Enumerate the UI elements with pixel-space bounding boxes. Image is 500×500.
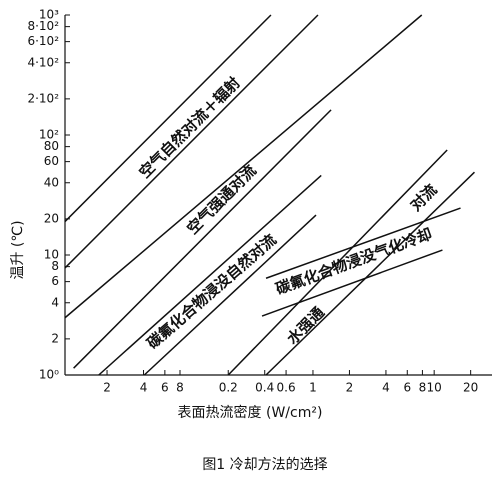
x-tick-label: 2 — [103, 381, 111, 395]
y-tick-label: 40 — [44, 175, 59, 189]
caption: 图1 冷却方法的选择 — [202, 457, 327, 473]
x-tick-label: 1 — [309, 381, 317, 395]
series-line — [261, 249, 443, 317]
x-tick-label: 6 — [403, 381, 411, 395]
x-tick-label: 0.4 — [255, 381, 274, 395]
x-tick-label: 8 — [419, 381, 427, 395]
series-line — [64, 14, 319, 269]
y-tick-label: 4·10² — [27, 55, 59, 69]
y-tick-label: 60 — [44, 154, 59, 168]
y-tick-label: 80 — [44, 139, 59, 153]
y-tick-label: 10² — [39, 128, 59, 142]
x-tick-label: 0.2 — [219, 381, 238, 395]
series-line — [143, 214, 317, 376]
y-tick-label: 10⁰ — [39, 368, 59, 382]
series-line — [64, 14, 423, 319]
x-tick-label: 20 — [463, 381, 478, 395]
y-tick-label: 2·10² — [27, 91, 59, 105]
y-axis-label: 温升 (℃) — [10, 220, 26, 279]
series-line — [64, 14, 272, 223]
y-tick-label: 8·10² — [27, 19, 59, 33]
y-tick-label: 6 — [51, 274, 59, 288]
annotation: 碳氟化合物浸没自然对流 — [143, 231, 279, 353]
annotation: 空气强通对流 — [183, 161, 259, 237]
y-tick-label: 4 — [51, 295, 59, 309]
x-tick-label: 2 — [346, 381, 354, 395]
y-tick-label: 6·10² — [27, 34, 59, 48]
x-tick-label: 4 — [382, 381, 390, 395]
y-tick-label: 8 — [51, 259, 59, 273]
y-tick-label: 10³ — [39, 8, 59, 22]
series-line — [265, 171, 475, 376]
series-line — [73, 109, 332, 369]
y-tick-label: 2 — [51, 331, 59, 345]
x-tick-label: 0.6 — [277, 381, 296, 395]
series-line — [98, 174, 322, 376]
x-tick-label: 4 — [140, 381, 148, 395]
x-tick-label: 8 — [176, 381, 184, 395]
series-line — [227, 149, 448, 376]
annotation: 水强通 — [283, 303, 328, 348]
y-tick-label: 10 — [44, 248, 59, 262]
x-tick-label: 10 — [427, 381, 442, 395]
x-axis-label: 表面热流密度 (W/cm²) — [178, 404, 323, 421]
series-line — [265, 207, 461, 279]
annotation: 空气自然对流＋辐射 — [136, 74, 244, 182]
x-tick-label: 6 — [161, 381, 169, 395]
y-tick-label: 20 — [44, 211, 59, 225]
